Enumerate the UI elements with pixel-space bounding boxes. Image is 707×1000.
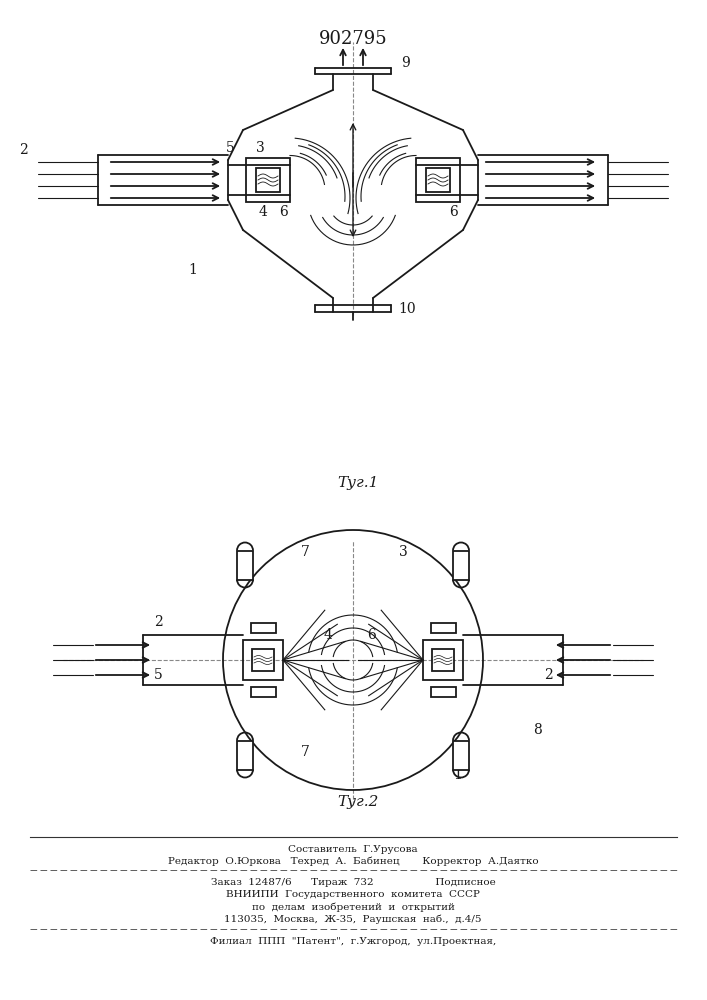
Bar [426, 168, 450, 192]
Bar [250, 623, 276, 633]
Bar [256, 168, 280, 192]
Bar [243, 640, 283, 680]
Text: 2: 2 [153, 615, 163, 629]
Bar [246, 158, 290, 202]
Bar [453, 740, 469, 770]
Text: 3: 3 [256, 141, 264, 155]
Text: по  делам  изобретений  и  открытий: по делам изобретений и открытий [252, 902, 455, 912]
Bar [250, 687, 276, 697]
Text: 3: 3 [399, 545, 407, 559]
Bar [416, 158, 460, 202]
Text: 1: 1 [454, 768, 462, 782]
Bar [453, 550, 469, 580]
Text: 1: 1 [189, 263, 197, 277]
Text: 5: 5 [153, 668, 163, 682]
Text: 113035,  Москва,  Ж-35,  Раушская  наб.,  д.4/5: 113035, Москва, Ж-35, Раушская наб., д.4… [224, 914, 481, 924]
Text: 6: 6 [367, 628, 375, 642]
Text: 5: 5 [226, 141, 235, 155]
Text: 9: 9 [401, 56, 410, 70]
Text: 4: 4 [259, 205, 267, 219]
Text: 7: 7 [300, 745, 310, 759]
Text: 8: 8 [534, 723, 542, 737]
Text: Редактор  О.Юркова   Техред  А.  Бабинец       Корректор  А.Даятко: Редактор О.Юркова Техред А. Бабинец Корр… [168, 857, 538, 866]
Text: 4: 4 [324, 628, 332, 642]
Bar [432, 649, 454, 671]
Text: ВНИИПИ  Государственного  комитета  СССР: ВНИИПИ Государственного комитета СССР [226, 890, 480, 899]
Text: Филиал  ППП  "Патент",  г.Ужгород,  ул.Проектная,: Филиал ППП "Патент", г.Ужгород, ул.Проек… [210, 937, 496, 946]
Text: 7: 7 [300, 545, 310, 559]
Bar [431, 623, 455, 633]
Text: 902795: 902795 [319, 30, 387, 48]
Text: 10: 10 [398, 302, 416, 316]
Text: 6: 6 [449, 205, 457, 219]
Bar [237, 550, 253, 580]
Text: Составитель  Г.Урусова: Составитель Г.Урусова [288, 845, 418, 854]
Text: Τуг.1: Τуг.1 [337, 476, 379, 490]
Bar [237, 740, 253, 770]
Bar [252, 649, 274, 671]
Text: Заказ  12487/6      Тираж  732                   Подписное: Заказ 12487/6 Тираж 732 Подписное [211, 878, 496, 887]
Text: 6: 6 [279, 205, 287, 219]
Bar [431, 687, 455, 697]
Text: 2: 2 [544, 668, 552, 682]
Bar [423, 640, 463, 680]
Text: 2: 2 [18, 143, 28, 157]
Text: Τуг.2: Τуг.2 [337, 795, 379, 809]
